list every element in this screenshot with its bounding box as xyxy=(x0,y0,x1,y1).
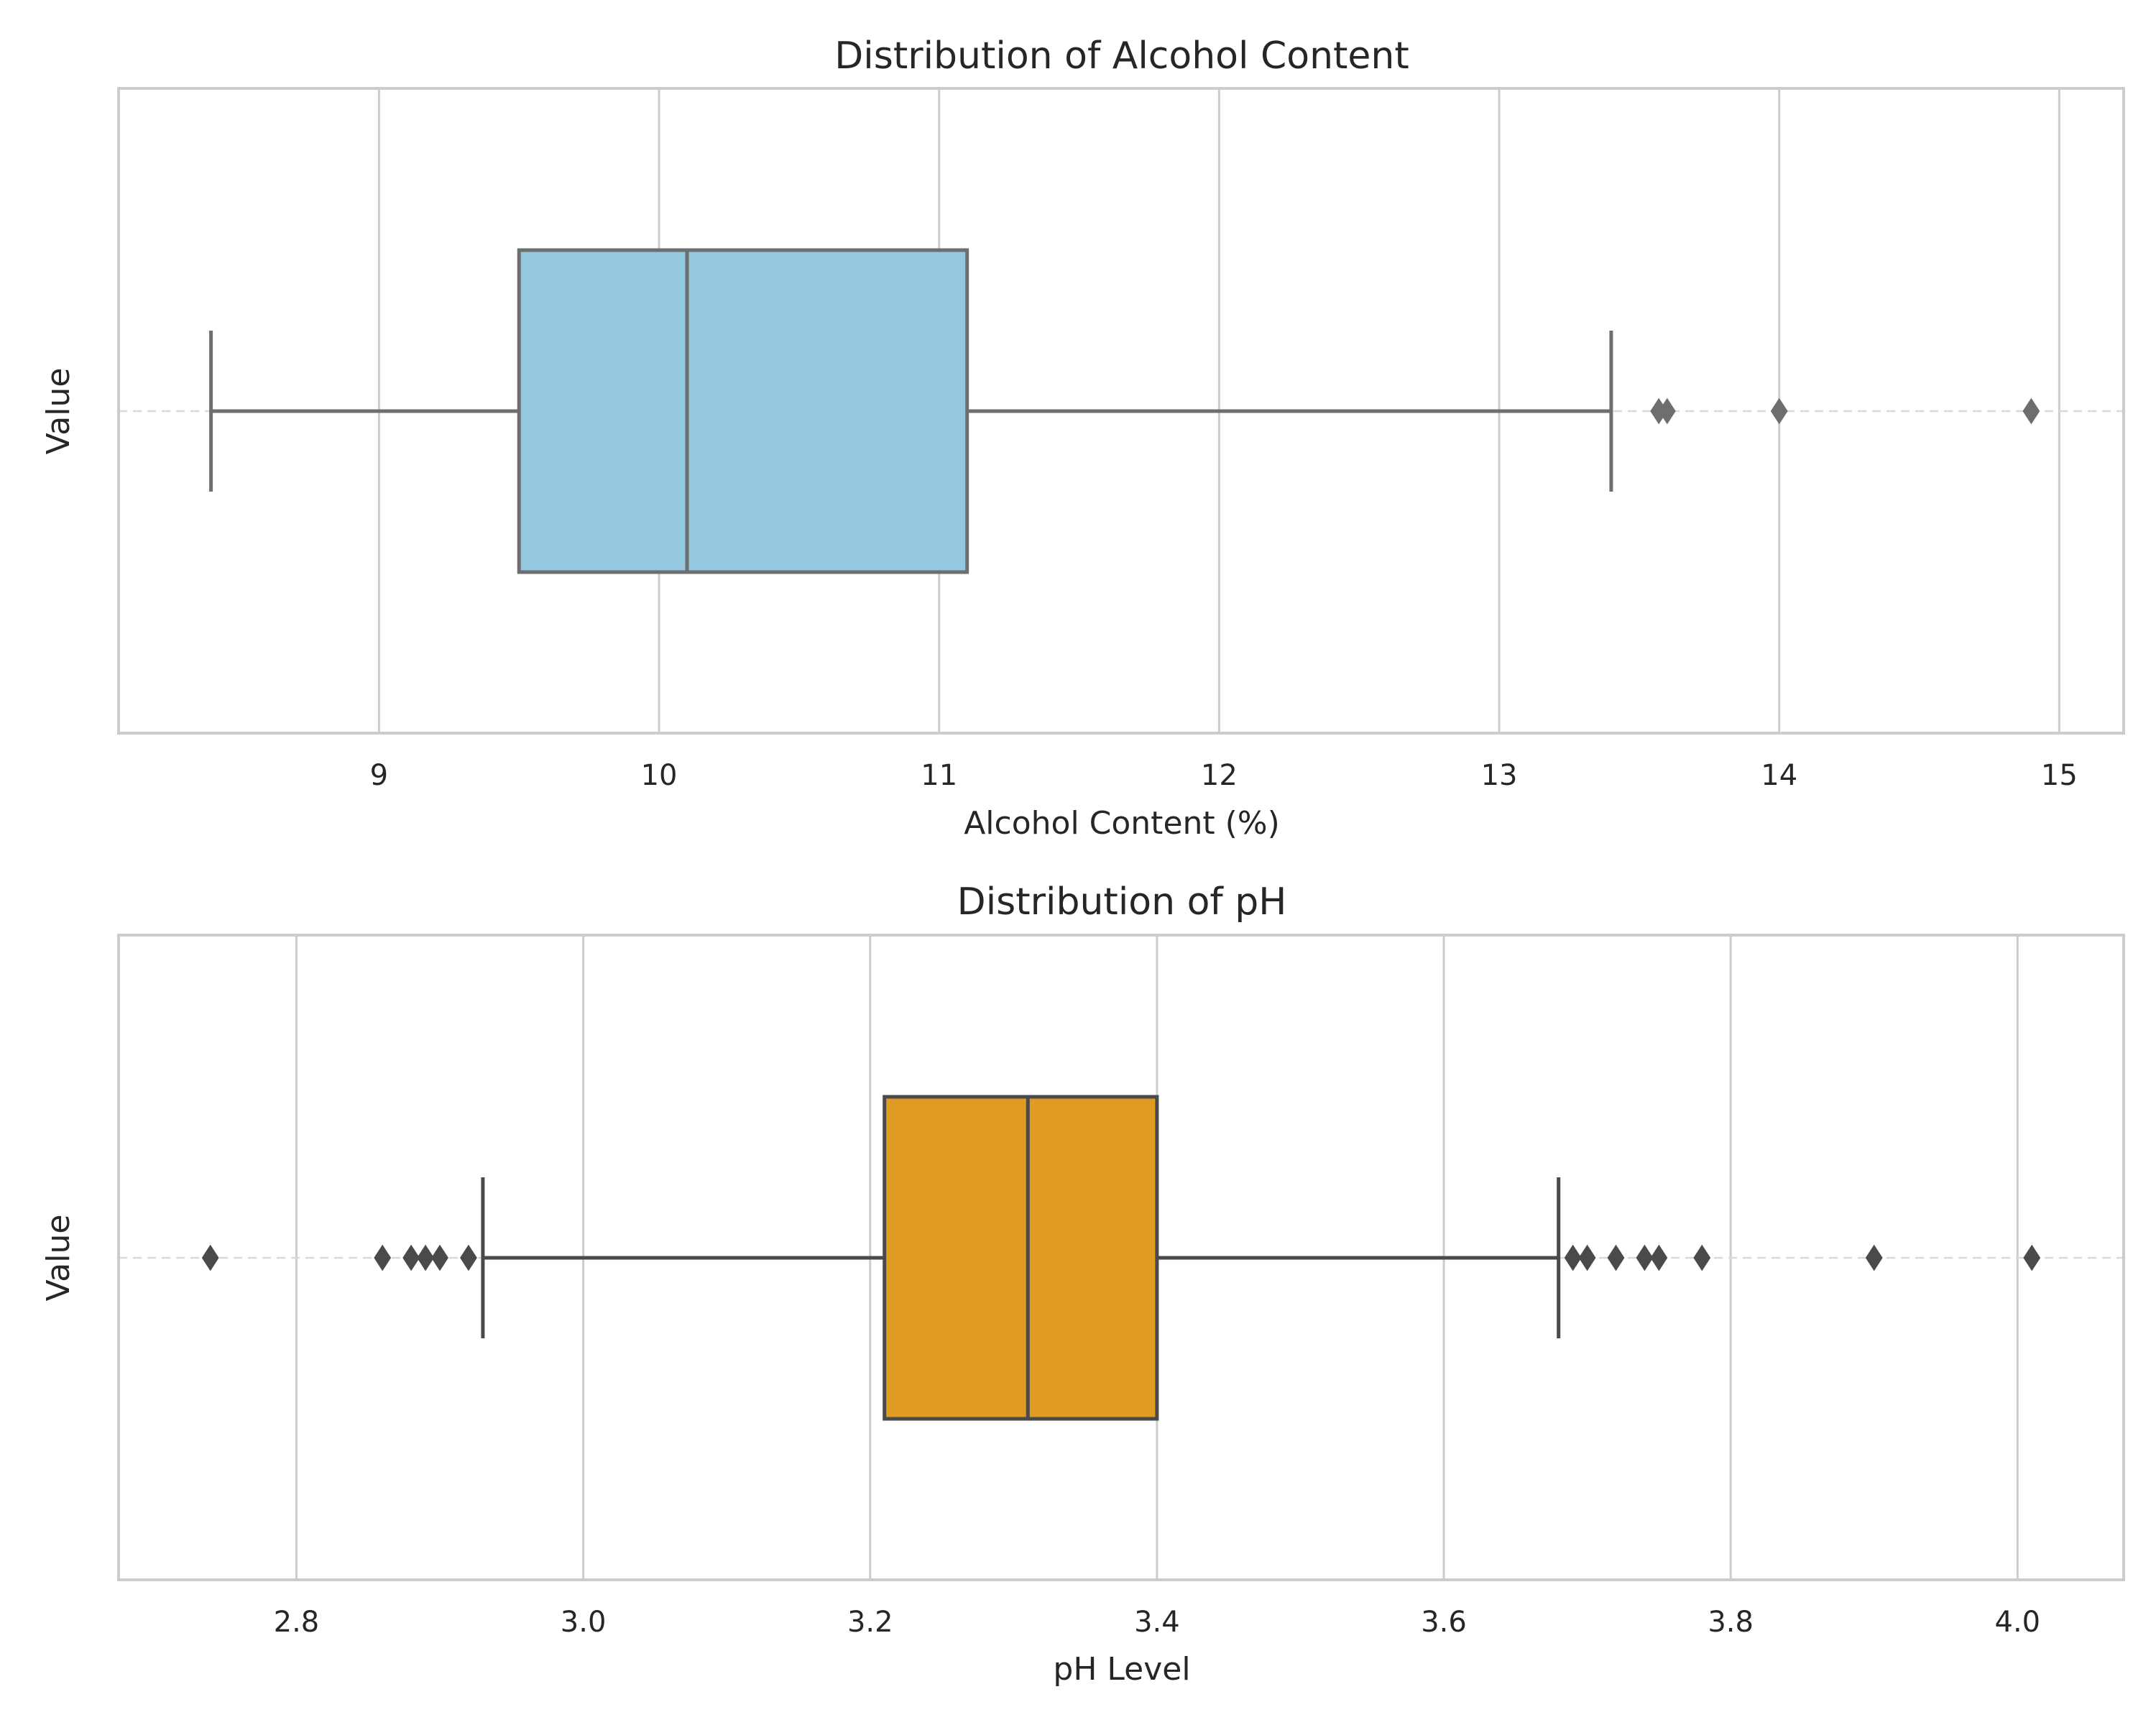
alcohol-x-tick-label: 15 xyxy=(2041,759,2078,792)
alcohol-iqr-box xyxy=(517,248,969,574)
ph-outlier-point xyxy=(460,1244,477,1271)
ph-x-axis-label: pH Level xyxy=(1053,1651,1190,1688)
alcohol-x-ticks: 9 10 11 12 13 14 15 xyxy=(370,759,2078,792)
ph-x-tick-label: 2.8 xyxy=(274,1606,320,1639)
ph-outlier-point xyxy=(402,1244,420,1271)
ph-x-tick-label: 3.6 xyxy=(1421,1606,1467,1639)
ph-outlier-point xyxy=(417,1244,434,1271)
ph-outlier-point xyxy=(374,1244,392,1271)
ph-x-tick-label: 3.0 xyxy=(561,1606,607,1639)
ph-iqr-box xyxy=(883,1095,1159,1421)
alcohol-outlier-point xyxy=(1658,397,1676,425)
ph-outlier-point xyxy=(201,1244,219,1271)
alcohol-outlier-point xyxy=(2022,397,2040,425)
ph-chart-title: Distribution of pH xyxy=(957,880,1287,924)
alcohol-x-tick-label: 9 xyxy=(370,759,388,792)
ph-outlier-point xyxy=(1693,1244,1711,1271)
alcohol-x-tick-label: 10 xyxy=(641,759,678,792)
ph-x-ticks: 2.8 3.0 3.2 3.4 3.6 3.8 4.0 xyxy=(274,1606,2040,1639)
ph-outlier-point xyxy=(1636,1244,1654,1271)
alcohol-x-tick-label: 13 xyxy=(1481,759,1518,792)
ph-outlier-point xyxy=(1650,1244,1668,1271)
alcohol-x-tick-label: 12 xyxy=(1201,759,1238,792)
ph-x-tick-label: 3.8 xyxy=(1708,1606,1754,1639)
ph-outlier-point xyxy=(1564,1244,1582,1271)
alcohol-boxplot-panel: Distribution of Alcohol Content 9 10 11 12 1… xyxy=(40,34,2125,842)
alcohol-plot-frame xyxy=(117,87,2125,735)
alcohol-y-axis-label: Value xyxy=(40,368,77,455)
alcohol-outlier-point xyxy=(1770,397,1788,425)
ph-boxplot-panel: Distribution of pH 2.8 3.0 3.2 3.4 3.6 3.8 4.0… xyxy=(40,880,2125,1688)
ph-outlier-point xyxy=(2023,1244,2041,1271)
ph-x-tick-label: 3.4 xyxy=(1134,1606,1180,1639)
alcohol-chart-title: Distribution of Alcohol Content xyxy=(834,34,1409,78)
ph-x-tick-label: 4.0 xyxy=(1995,1606,2041,1639)
alcohol-x-tick-label: 11 xyxy=(921,759,957,792)
alcohol-x-axis-label: Alcohol Content (%) xyxy=(964,805,1280,842)
ph-x-tick-label: 3.2 xyxy=(847,1606,893,1639)
ph-plot-frame xyxy=(117,934,2125,1581)
ph-outlier-point xyxy=(1578,1244,1596,1271)
ph-outlier-point xyxy=(431,1244,448,1271)
alcohol-plot xyxy=(209,248,2040,574)
alcohol-x-tick-label: 14 xyxy=(1761,759,1797,792)
ph-outlier-point xyxy=(1865,1244,1883,1271)
ph-y-axis-label: Value xyxy=(40,1215,77,1302)
ph-plot xyxy=(201,1095,2041,1421)
ph-outlier-point xyxy=(1607,1244,1625,1271)
